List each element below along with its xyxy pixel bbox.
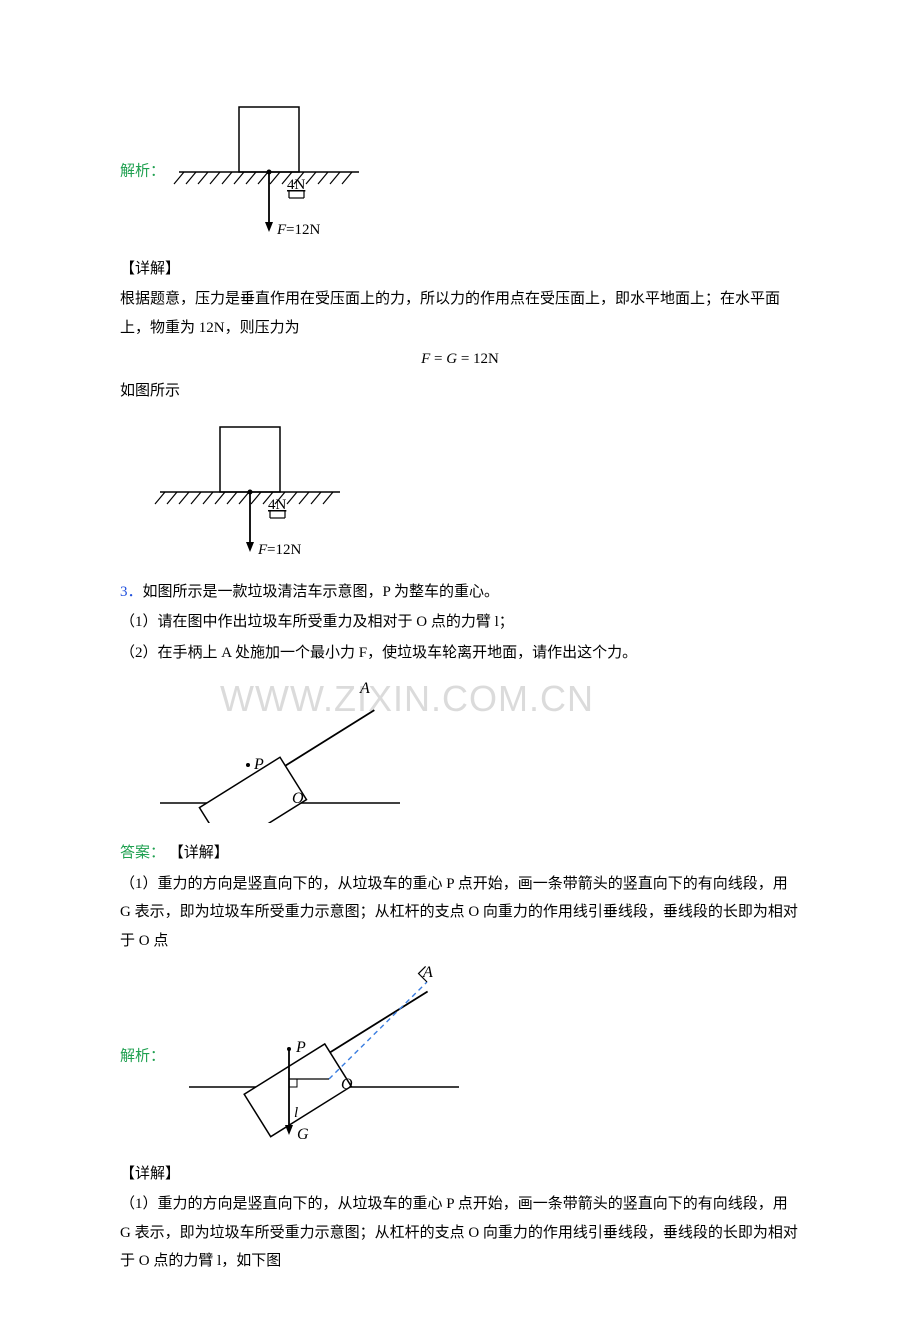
svg-text:P: P xyxy=(253,756,264,773)
q3-stem1: 如图所示是一款垃圾清洁车示意图，P 为整车的重心。 xyxy=(143,584,500,600)
q3-number: 3． xyxy=(120,584,143,600)
q3-solution-figure: P G l A O xyxy=(169,957,479,1158)
q3-answer-p1: （1）重力的方向是竖直向下的，从垃圾车的重心 P 点开始，画一条带箭头的竖直向下… xyxy=(120,870,800,956)
svg-text:=12N: =12N xyxy=(267,542,301,558)
svg-text:4N: 4N xyxy=(287,177,306,193)
q3-answer-detail-label: 【详解】 xyxy=(169,845,229,861)
q2-figure-2: 4N F =12N xyxy=(150,412,800,572)
svg-text:P: P xyxy=(295,1039,306,1056)
svg-text:O: O xyxy=(341,1076,353,1093)
svg-text:=12N: =12N xyxy=(286,222,320,238)
svg-text:l: l xyxy=(294,1105,298,1121)
svg-text:O: O xyxy=(292,790,304,807)
xiangj-2: 【详解】 xyxy=(120,1160,800,1189)
q2-detail-para1: 根据题意，压力是垂直作用在受压面上的力，所以力的作用点在受压面上，即水平地面上；… xyxy=(120,285,800,342)
q2-after-formula: 如图所示 xyxy=(120,377,800,406)
q3-problem-figure: A P O xyxy=(150,673,800,833)
jiexi-label-1: 解析： xyxy=(120,164,165,180)
q3-part1: （1）请在图中作出垃圾车所受重力及相对于 O 点的力臂 l； xyxy=(120,608,800,637)
q3-part2: （2）在手柄上 A 处施加一个最小力 F，使垃圾车轮离开地面，请作出这个力。 xyxy=(120,639,800,668)
q2-figure-1: 4N F =12N xyxy=(169,92,379,253)
svg-text:G: G xyxy=(297,1126,309,1143)
daan-label: 答案： xyxy=(120,845,165,861)
svg-text:4N: 4N xyxy=(268,497,287,513)
q2-formula: F = G = 12N xyxy=(120,346,800,373)
q3-explain-p1: （1）重力的方向是竖直向下的，从垃圾车的重心 P 点开始，画一条带箭头的竖直向下… xyxy=(120,1190,800,1276)
xiangj-1: 【详解】 xyxy=(120,255,800,284)
svg-text:A: A xyxy=(422,964,433,981)
svg-text:A: A xyxy=(359,680,370,697)
jiexi-label-2: 解析： xyxy=(120,1049,165,1065)
